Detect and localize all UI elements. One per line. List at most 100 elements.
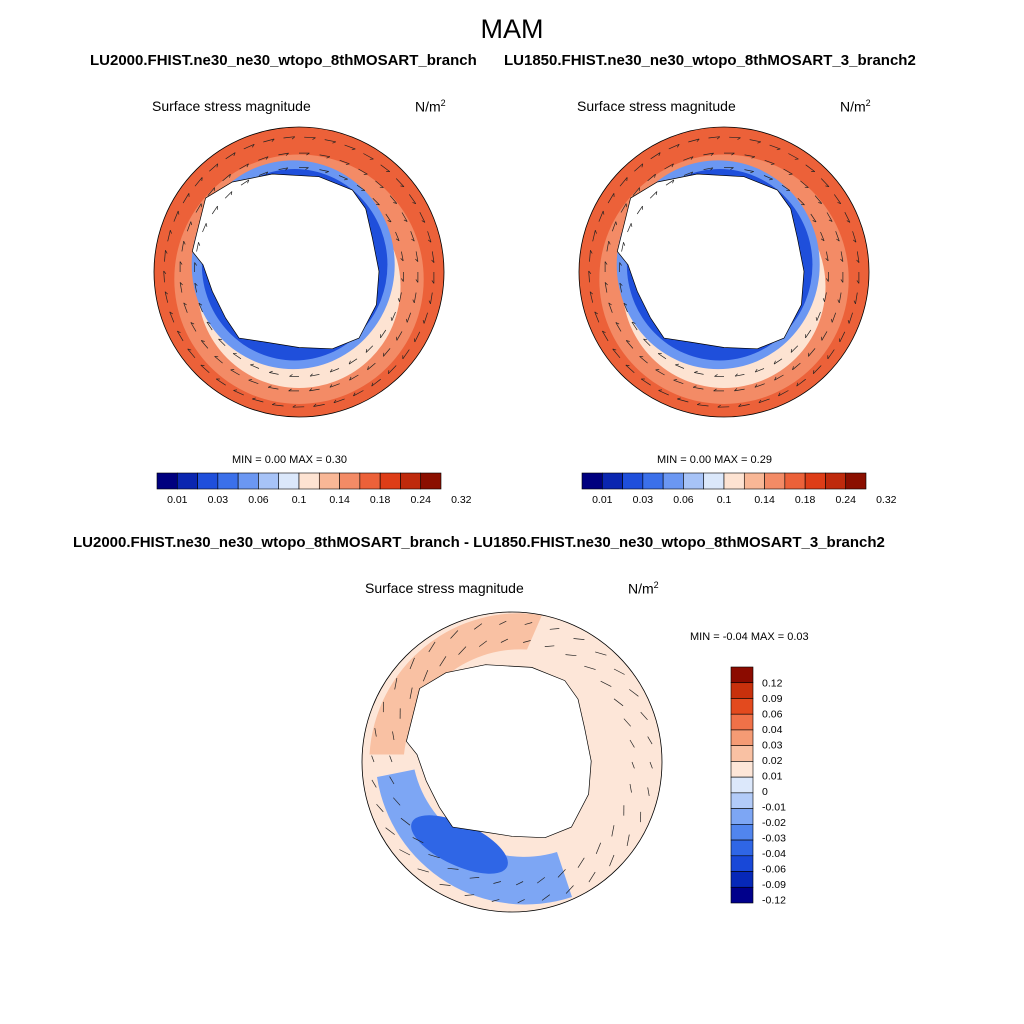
wind-vector: [824, 292, 827, 302]
wind-vector-head: [395, 238, 400, 242]
wind-vector: [396, 331, 403, 341]
wind-vector: [239, 163, 249, 170]
wind-vector: [650, 152, 661, 160]
panel-1-map: [153, 126, 445, 418]
wind-vector: [430, 292, 433, 304]
wind-vector-head: [853, 300, 856, 304]
wind-vector: [668, 143, 680, 150]
wind-vector: [826, 212, 833, 222]
wind-vector-head: [658, 152, 661, 157]
wind-vector-head: [790, 348, 793, 353]
wind-vector: [269, 372, 279, 375]
wind-vector: [258, 156, 269, 161]
wind-vector: [230, 369, 240, 376]
panel-1-colorbar: 0.01 0.03 0.06 0.1 0.14 0.18 0.24 0.32: [156, 472, 472, 506]
wind-vector: [450, 630, 459, 639]
wind-vector-head: [602, 210, 605, 215]
wind-vector: [800, 180, 809, 188]
wind-vector: [458, 646, 467, 655]
panel-2-map: [578, 126, 870, 418]
wind-vector: [367, 362, 376, 371]
wind-vector-head: [717, 404, 721, 408]
wind-vector: [647, 736, 653, 745]
colorbar-box: [176, 472, 198, 490]
wind-vector-head: [309, 388, 313, 392]
wind-vector: [375, 180, 384, 188]
colorbar-tick-label: 0.09: [762, 693, 783, 705]
wind-vector: [734, 388, 745, 392]
wind-vector-head: [696, 138, 700, 142]
wind-vector: [797, 197, 805, 206]
panel-3-variable: Surface stress magnitude: [365, 580, 524, 596]
wind-vector-head: [847, 320, 850, 324]
wind-vector-head: [285, 167, 289, 171]
wind-vector: [694, 372, 704, 375]
wind-vector: [623, 303, 628, 313]
wind-vector: [304, 136, 316, 139]
wind-vector: [493, 881, 501, 884]
colorbar-box: [730, 698, 754, 715]
wind-vector: [764, 159, 775, 165]
wind-vector: [808, 348, 816, 357]
wind-vector: [389, 755, 393, 763]
wind-vector: [615, 322, 622, 332]
wind-vector-head: [615, 322, 620, 325]
wind-vector: [612, 348, 621, 359]
wind-vector: [344, 144, 356, 150]
wind-vector: [595, 651, 607, 656]
wind-vector: [613, 668, 625, 675]
colorbar-box: [662, 472, 684, 490]
wind-vector: [209, 163, 219, 172]
wind-vector-head: [177, 210, 180, 215]
wind-vector: [278, 152, 289, 156]
wind-vector: [625, 340, 634, 349]
wind-vector: [820, 231, 825, 241]
wind-vector: [240, 179, 250, 186]
negative-anomaly-region: [377, 769, 572, 905]
wind-vector-head: [169, 311, 173, 315]
wind-vector-head: [345, 163, 350, 166]
wind-vector: [499, 620, 507, 625]
wind-vector: [216, 378, 226, 386]
panel-2-colorbar: 0.01 0.03 0.06 0.1 0.14 0.18 0.24 0.32: [581, 472, 897, 506]
wind-vector: [848, 312, 853, 324]
colorbar-box: [318, 472, 340, 490]
wind-vector: [738, 404, 750, 407]
wind-vector: [169, 311, 175, 323]
wind-vector: [409, 657, 415, 670]
wind-vector: [401, 251, 404, 261]
wind-vector: [428, 641, 436, 653]
wind-vector: [816, 311, 821, 321]
colorbar-box: [730, 824, 754, 841]
colorbar-box: [730, 855, 754, 872]
colorbar-tick-label: 0.14: [754, 494, 775, 506]
panel-1-title: LU2000.FHIST.ne30_ne30_wtopo_8thMOSART_b…: [90, 52, 477, 69]
wind-vector-head: [312, 137, 316, 140]
wind-vector: [623, 718, 631, 727]
wind-vector-head: [252, 397, 256, 400]
wind-vector: [173, 210, 179, 222]
wind-vector: [755, 368, 765, 373]
wind-vector-head: [353, 392, 356, 397]
wind-vector-head: [252, 144, 255, 148]
wind-vector: [792, 362, 801, 371]
wind-vector: [640, 711, 648, 721]
wind-vector-head: [183, 240, 186, 245]
wind-vector: [625, 364, 635, 373]
wind-vector: [348, 358, 358, 365]
wind-vector-head: [641, 163, 644, 168]
wind-vector: [834, 194, 842, 204]
wind-vector: [186, 221, 192, 232]
wind-vector: [349, 374, 359, 381]
wind-vector-head: [754, 368, 758, 373]
wind-vector: [376, 803, 384, 813]
wind-vector: [595, 842, 602, 855]
wind-vector-head: [623, 242, 626, 246]
wind-vector-head: [306, 152, 310, 156]
wind-vector-head: [190, 322, 195, 325]
figure-title: MAM: [480, 14, 544, 44]
wind-vector: [594, 311, 600, 323]
panel-3-units: N/m2: [628, 580, 659, 597]
wind-vector-head: [412, 299, 415, 304]
wind-vector-head: [757, 141, 761, 144]
